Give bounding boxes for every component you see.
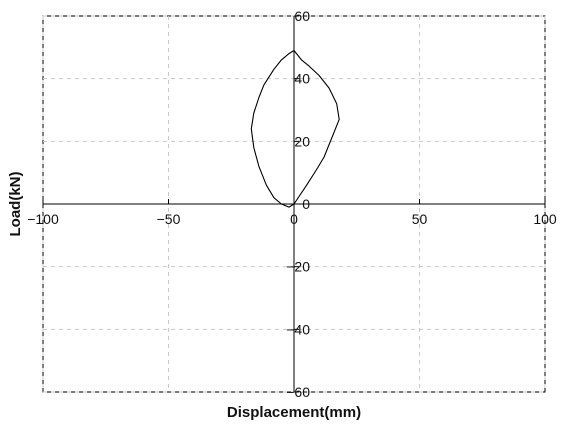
y-tick-label: 60 xyxy=(294,8,310,24)
x-tick-label: 50 xyxy=(412,211,428,227)
axis-layer xyxy=(42,15,546,393)
y-tick-label: −40 xyxy=(286,321,310,337)
x-axis-title: Displacement(mm) xyxy=(227,404,361,421)
x-tick-label: −100 xyxy=(27,211,59,227)
tick-label-layer: −100 −50 0 50 100 −60 −40 −20 0 20 40 60 xyxy=(27,8,557,400)
x-tick-label: 100 xyxy=(533,211,557,227)
y-tick-label: 20 xyxy=(294,133,310,149)
y-tick-label: 0 xyxy=(302,196,310,212)
x-tick-label: −50 xyxy=(157,211,181,227)
x-tick-label: 0 xyxy=(290,211,298,227)
y-axis-title: Load(kN) xyxy=(7,172,24,237)
y-tick-label: −20 xyxy=(286,259,310,275)
series-layer xyxy=(250,49,340,208)
series-line xyxy=(250,49,340,208)
y-tick-label: −60 xyxy=(286,384,310,400)
y-tick-label: 40 xyxy=(294,71,310,87)
